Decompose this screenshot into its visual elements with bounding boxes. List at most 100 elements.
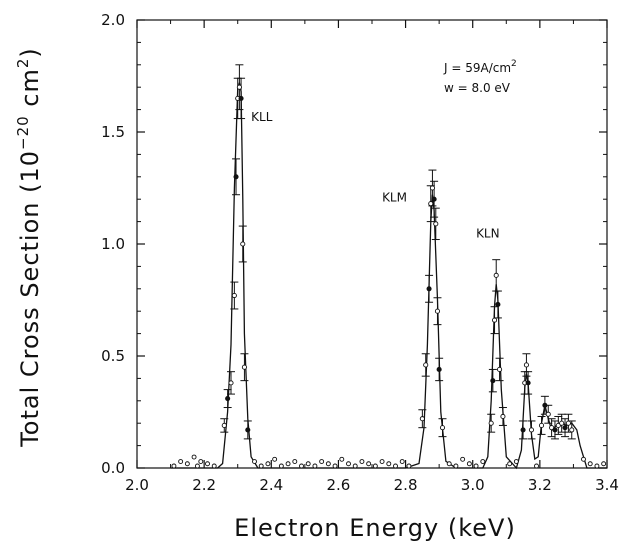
baseline-point <box>473 463 479 469</box>
data-point <box>491 317 498 323</box>
data-point <box>545 411 551 417</box>
data-point <box>431 196 437 202</box>
baseline-point <box>272 456 278 462</box>
data-point <box>221 422 227 428</box>
data-point <box>495 301 501 308</box>
data-point <box>238 95 244 101</box>
baseline-point <box>285 461 291 467</box>
data-point <box>490 378 496 384</box>
data-point <box>562 425 568 431</box>
fit-curve-layer <box>170 82 607 470</box>
x-tick-label: 2.2 <box>192 476 216 494</box>
data-point <box>428 201 434 207</box>
data-point <box>525 380 531 386</box>
x-tick-label: 2.8 <box>394 476 418 494</box>
baseline-point <box>325 461 331 467</box>
x-tick-label: 2.4 <box>259 476 283 494</box>
data-point <box>245 427 251 433</box>
condition-width: w = 8.0 eV <box>444 81 511 95</box>
data-point <box>228 380 234 386</box>
condition-current-density-text: J = 59A/cm <box>443 61 511 75</box>
baseline-point <box>171 463 177 469</box>
baseline-point <box>299 463 304 469</box>
y-tick-label: 2.0 <box>101 11 125 29</box>
y-axis-title: Total Cross Section (10−20 cm2) <box>14 47 44 448</box>
baseline-point <box>319 459 325 464</box>
baseline-point <box>292 459 298 464</box>
baseline-point <box>601 461 607 467</box>
y-axis-title-exp2: 2 <box>14 58 32 69</box>
data-point <box>549 425 555 431</box>
y-tick-label: 0.5 <box>101 347 125 365</box>
baseline-point <box>211 463 217 469</box>
y-axis-title-main: Total Cross Section (10 <box>16 150 44 448</box>
data-point <box>436 366 442 372</box>
condition-current-density: J = 59A/cm2 <box>443 59 517 75</box>
data-point <box>488 420 494 426</box>
y-axis-title-mid: cm <box>16 68 44 115</box>
y-tick-label: 1.0 <box>101 235 125 253</box>
data-point <box>233 174 239 180</box>
data-point <box>552 427 558 433</box>
data-point <box>225 396 231 402</box>
baseline-point <box>587 461 593 467</box>
data-point <box>555 422 561 428</box>
data-point <box>434 308 441 314</box>
baseline-point <box>346 461 351 467</box>
data-point <box>528 427 535 433</box>
baseline-point <box>278 463 284 469</box>
baseline-point <box>191 454 197 460</box>
baseline-point <box>198 459 204 464</box>
baseline-point <box>265 461 271 467</box>
data-point <box>569 427 575 433</box>
x-tick-label: 2.0 <box>125 476 149 494</box>
baseline-point <box>359 459 365 464</box>
baseline-point <box>184 461 190 467</box>
plot-area: 2.0 2.2 2.4 2.6 2.8 3.0 3.2 3.4 0.0 0.5 1.0 1.5 2.0 <box>101 11 619 494</box>
data-point-layer <box>221 84 575 433</box>
baseline-point <box>339 456 345 462</box>
peak-label-kln: KLN <box>476 226 500 240</box>
baseline-point <box>453 463 459 469</box>
baseline-point <box>466 461 472 467</box>
data-point <box>241 364 247 370</box>
condition-current-density-exponent: 2 <box>511 59 517 69</box>
baseline-point <box>352 463 358 469</box>
x-tick-label: 3.4 <box>595 476 619 494</box>
baseline-point <box>379 459 385 464</box>
data-point <box>559 420 565 426</box>
data-point <box>542 402 548 408</box>
peak-label-kll: KLL <box>251 110 273 124</box>
x-tick-label: 3.2 <box>528 476 552 494</box>
data-point <box>523 362 529 368</box>
baseline-point <box>205 461 210 467</box>
baseline-point-layer <box>171 454 607 469</box>
baseline-point <box>178 459 184 464</box>
baseline-point <box>372 463 378 469</box>
baseline-point <box>305 461 311 467</box>
baseline-point <box>594 463 600 469</box>
x-tick-label: 3.0 <box>461 476 485 494</box>
y-axis-title-exp1: −20 <box>14 115 32 150</box>
data-point <box>240 241 246 247</box>
x-axis-title: Electron Energy (keV) <box>234 514 516 542</box>
data-point <box>493 272 499 278</box>
data-point <box>419 416 425 422</box>
baseline-point <box>534 463 539 469</box>
baseline-point <box>399 459 405 464</box>
baseline-point <box>386 461 392 467</box>
baseline-point <box>446 461 452 467</box>
baseline-point <box>258 463 264 469</box>
data-point <box>538 422 545 428</box>
x-axis: 2.0 2.2 2.4 2.6 2.8 3.0 3.2 3.4 <box>125 20 619 494</box>
data-point <box>500 413 506 420</box>
baseline-point <box>480 459 486 464</box>
data-point <box>429 185 435 191</box>
plot-frame <box>136 19 608 469</box>
peak-label-klm: KLM <box>382 190 407 204</box>
baseline-point <box>507 461 513 467</box>
data-point <box>497 366 503 372</box>
baseline-point <box>460 456 466 462</box>
baseline-point <box>332 463 338 469</box>
